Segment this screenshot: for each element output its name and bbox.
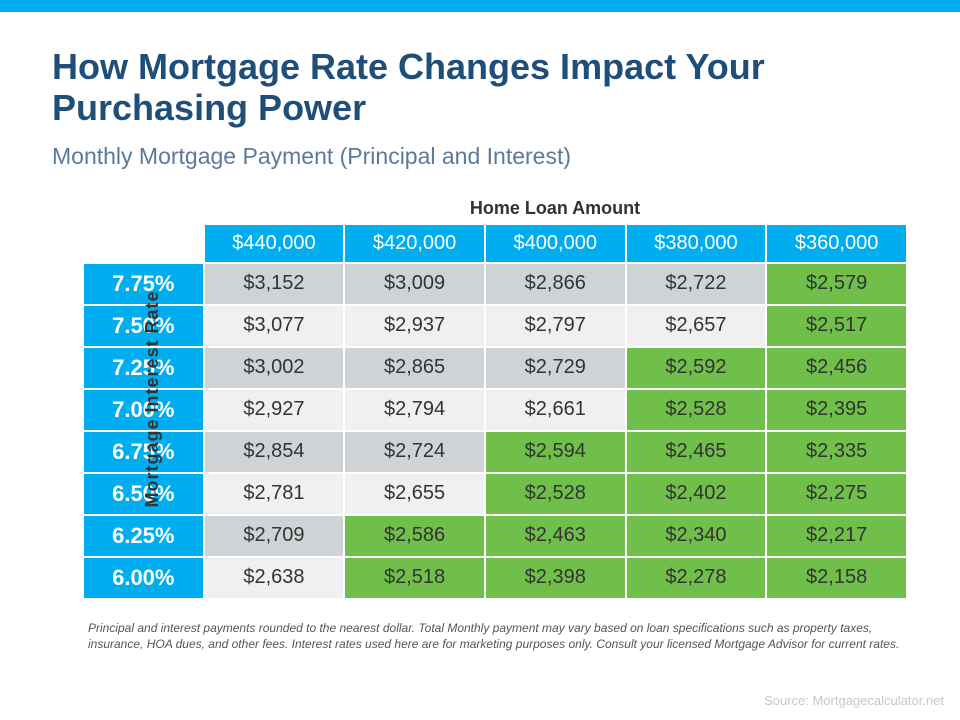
data-cell: $2,465 <box>626 431 767 473</box>
column-header: $400,000 <box>485 224 626 263</box>
table-row: 6.50%$2,781$2,655$2,528$2,402$2,275 <box>83 473 907 515</box>
data-cell: $2,781 <box>204 473 345 515</box>
data-cell: $2,528 <box>626 389 767 431</box>
data-cell: $2,158 <box>766 557 907 599</box>
data-cell: $2,398 <box>485 557 626 599</box>
data-cell: $2,657 <box>626 305 767 347</box>
data-cell: $2,655 <box>344 473 485 515</box>
page-title: How Mortgage Rate Changes Impact Your Pu… <box>52 46 908 129</box>
source-attribution: Source: Mortgagecalculator.net <box>764 693 944 708</box>
page-subtitle: Monthly Mortgage Payment (Principal and … <box>52 143 908 170</box>
column-header: $380,000 <box>626 224 767 263</box>
table-row: 6.00%$2,638$2,518$2,398$2,278$2,158 <box>83 557 907 599</box>
data-cell: $2,661 <box>485 389 626 431</box>
table-row: 7.25%$3,002$2,865$2,729$2,592$2,456 <box>83 347 907 389</box>
row-header: 6.25% <box>83 515 204 557</box>
data-cell: $3,077 <box>204 305 345 347</box>
data-cell: $2,579 <box>766 263 907 305</box>
data-cell: $2,592 <box>626 347 767 389</box>
data-cell: $2,278 <box>626 557 767 599</box>
y-axis-label: Mortgage Interest Rate <box>142 290 163 507</box>
data-cell: $2,937 <box>344 305 485 347</box>
data-cell: $2,528 <box>485 473 626 515</box>
x-axis-label: Home Loan Amount <box>82 198 908 219</box>
table-row: 7.00%$2,927$2,794$2,661$2,528$2,395 <box>83 389 907 431</box>
data-cell: $3,002 <box>204 347 345 389</box>
data-cell: $2,517 <box>766 305 907 347</box>
data-cell: $3,009 <box>344 263 485 305</box>
data-cell: $2,594 <box>485 431 626 473</box>
data-cell: $2,866 <box>485 263 626 305</box>
data-cell: $2,729 <box>485 347 626 389</box>
table-row: 7.50%$3,077$2,937$2,797$2,657$2,517 <box>83 305 907 347</box>
data-cell: $2,722 <box>626 263 767 305</box>
data-cell: $2,586 <box>344 515 485 557</box>
table-row: 7.75%$3,152$3,009$2,866$2,722$2,579 <box>83 263 907 305</box>
data-cell: $2,335 <box>766 431 907 473</box>
table-wrapper: Mortgage Interest Rate Home Loan Amount … <box>52 198 908 600</box>
data-cell: $2,518 <box>344 557 485 599</box>
data-cell: $2,797 <box>485 305 626 347</box>
data-cell: $2,340 <box>626 515 767 557</box>
footnote: Principal and interest payments rounded … <box>52 620 908 652</box>
column-header: $420,000 <box>344 224 485 263</box>
data-cell: $2,865 <box>344 347 485 389</box>
data-cell: $2,794 <box>344 389 485 431</box>
data-cell: $2,402 <box>626 473 767 515</box>
column-header: $360,000 <box>766 224 907 263</box>
top-accent-border <box>0 0 960 12</box>
data-cell: $3,152 <box>204 263 345 305</box>
row-header: 6.00% <box>83 557 204 599</box>
table-head: $440,000$420,000$400,000$380,000$360,000 <box>83 224 907 263</box>
data-cell: $2,854 <box>204 431 345 473</box>
table-body: 7.75%$3,152$3,009$2,866$2,722$2,5797.50%… <box>83 263 907 599</box>
data-cell: $2,275 <box>766 473 907 515</box>
column-header: $440,000 <box>204 224 345 263</box>
data-cell: $2,638 <box>204 557 345 599</box>
data-cell: $2,395 <box>766 389 907 431</box>
table-header-row: $440,000$420,000$400,000$380,000$360,000 <box>83 224 907 263</box>
data-cell: $2,217 <box>766 515 907 557</box>
corner-cell <box>83 224 204 263</box>
data-cell: $2,456 <box>766 347 907 389</box>
mortgage-table: $440,000$420,000$400,000$380,000$360,000… <box>82 223 908 600</box>
content-area: How Mortgage Rate Changes Impact Your Pu… <box>0 12 960 652</box>
data-cell: $2,927 <box>204 389 345 431</box>
data-cell: $2,709 <box>204 515 345 557</box>
table-row: 6.75%$2,854$2,724$2,594$2,465$2,335 <box>83 431 907 473</box>
table-row: 6.25%$2,709$2,586$2,463$2,340$2,217 <box>83 515 907 557</box>
data-cell: $2,463 <box>485 515 626 557</box>
data-cell: $2,724 <box>344 431 485 473</box>
